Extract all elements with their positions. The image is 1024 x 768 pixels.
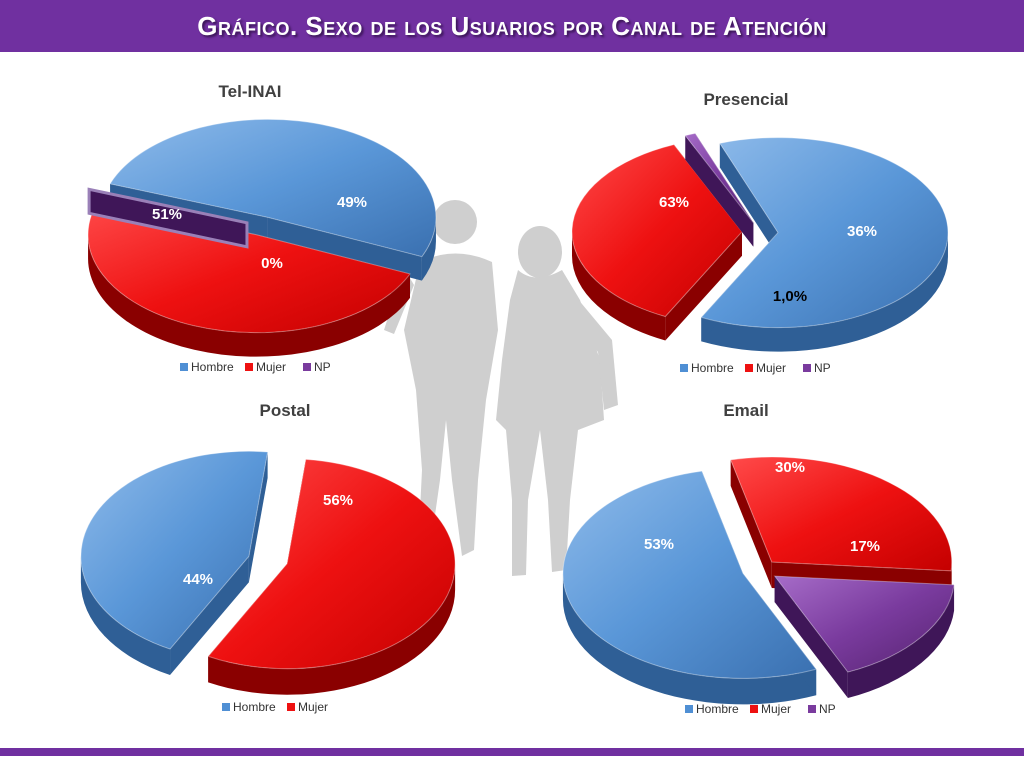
legend-label-mujer: Mujer <box>256 360 286 374</box>
page-title: Gráfico. Sexo de los Usuarios por Canal … <box>197 10 827 41</box>
title-bar: Gráfico. Sexo de los Usuarios por Canal … <box>0 0 1024 52</box>
bottom-bar <box>0 748 1024 756</box>
legend-label-mujer: Mujer <box>761 702 791 716</box>
legend-label-mujer: Mujer <box>298 700 328 714</box>
legend-swatch-mujer <box>287 703 295 711</box>
data-label: 0% <box>261 255 283 272</box>
pie-title-0: Tel-INAI <box>219 82 282 101</box>
data-label: 17% <box>850 538 880 555</box>
pie-title-1: Presencial <box>703 90 788 109</box>
data-label: 44% <box>183 571 213 588</box>
legend-swatch-np <box>303 363 311 371</box>
legend-label-np: NP <box>819 702 836 716</box>
pie-slice-mujer <box>729 456 953 597</box>
legend-label-hombre: Hombre <box>691 361 734 375</box>
data-label: 56% <box>323 492 353 509</box>
pie-slice-hombre <box>700 137 949 352</box>
pie-slice-np <box>87 187 249 249</box>
data-label: 63% <box>659 194 689 211</box>
legend-label-hombre: Hombre <box>696 702 739 716</box>
data-label: 51% <box>152 206 182 223</box>
data-label: 49% <box>337 194 367 211</box>
legend-swatch-hombre <box>680 364 688 372</box>
pie-slice-np <box>684 132 754 247</box>
legend-label-hombre: Hombre <box>233 700 276 714</box>
pie-slice-hombre <box>80 450 269 676</box>
legend-swatch-hombre <box>180 363 188 371</box>
pie-slice-mujer <box>571 144 743 341</box>
legend-label-np: NP <box>814 361 831 375</box>
legend-label-hombre: Hombre <box>191 360 234 374</box>
pie-slice-hombre <box>562 470 818 705</box>
pie-slice-np <box>773 575 955 699</box>
data-label: 1,0% <box>773 288 807 305</box>
legend-swatch-mujer <box>745 364 753 372</box>
legend-swatch-np <box>808 705 816 713</box>
legend-swatch-mujer <box>245 363 253 371</box>
pie-title-2: Postal <box>259 401 310 420</box>
legend-swatch-mujer <box>750 705 758 713</box>
legend-swatch-hombre <box>222 703 230 711</box>
legend-label-mujer: Mujer <box>756 361 786 375</box>
data-label: 30% <box>775 459 805 476</box>
pie-title-3: Email <box>723 401 768 420</box>
data-label: 36% <box>847 223 877 240</box>
data-label: 53% <box>644 536 674 553</box>
legend-swatch-np <box>803 364 811 372</box>
legend-label-np: NP <box>314 360 331 374</box>
legend-swatch-hombre <box>685 705 693 713</box>
pie-slice-mujer <box>207 458 456 695</box>
